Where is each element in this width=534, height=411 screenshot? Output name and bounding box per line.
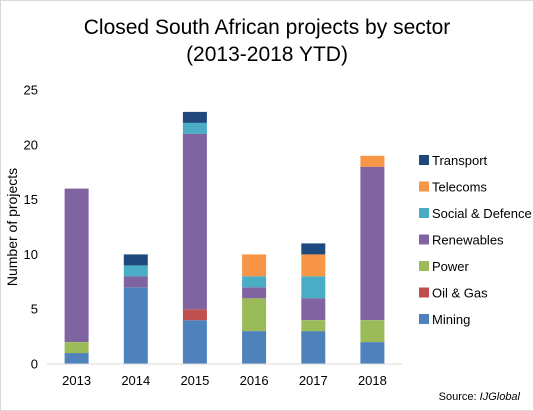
bar-segment — [360, 166, 385, 321]
bar-segment — [123, 276, 148, 288]
bar-segment — [301, 243, 326, 255]
y-tick-label: 0 — [31, 357, 38, 372]
legend-label: Social & Defence — [432, 206, 532, 221]
x-tick-label: 2013 — [62, 373, 91, 388]
bars-group — [64, 111, 385, 364]
bar-segment — [182, 320, 207, 364]
bar-segment — [242, 331, 267, 364]
y-tick-label: 20 — [24, 137, 38, 152]
legend-swatch — [419, 155, 429, 165]
bar-segment — [242, 254, 267, 277]
x-axis: 2013 2014 2015 2016 2017 2018 — [47, 363, 402, 388]
bar-segment — [64, 342, 89, 354]
y-axis: 0 5 10 15 20 25 — [24, 83, 38, 372]
bar-segment — [123, 265, 148, 277]
chart-title: Closed South African projects by sector … — [0, 14, 534, 68]
bar-segment — [64, 353, 89, 364]
source-prefix: Source: — [438, 391, 480, 403]
chart-title-line1: Closed South African projects by sector — [83, 16, 451, 39]
source-note: Source: IJGlobal — [439, 391, 520, 403]
x-tick-label: 2014 — [121, 373, 150, 388]
legend-swatch — [419, 287, 429, 298]
bar-segment — [242, 276, 267, 288]
legend-label: Transport — [432, 153, 488, 168]
bar-segment — [301, 320, 326, 332]
x-tick-label: 2017 — [299, 373, 328, 388]
legend-swatch — [419, 261, 429, 271]
legend-label: Power — [432, 259, 470, 274]
bar-segment — [123, 287, 148, 364]
legend-item: Social & Defence — [419, 206, 532, 221]
bar-segment — [360, 320, 385, 343]
bar-segment — [242, 298, 267, 332]
bar-segment — [182, 309, 207, 321]
bar-segment — [64, 188, 89, 342]
bar-segment — [242, 287, 267, 299]
legend-item: Power — [419, 259, 470, 274]
bar-segment — [301, 254, 326, 277]
bar-segment — [123, 254, 148, 266]
legend: Transport Telecoms Social & Defence Renewab… — [419, 153, 532, 327]
bar-segment — [301, 276, 326, 299]
chart-title-line2: (2013-2018 YTD) — [186, 43, 348, 66]
y-tick-label: 15 — [24, 192, 38, 207]
legend-item: Transport — [419, 153, 488, 168]
bar-segment — [301, 298, 326, 321]
legend-label: Renewables — [432, 233, 504, 248]
legend-swatch — [419, 181, 429, 192]
y-axis-label: Number of projects — [4, 168, 20, 286]
legend-item: Mining — [419, 312, 470, 327]
bar-segment — [360, 342, 385, 364]
y-tick-label: 5 — [31, 302, 38, 317]
legend-item: Oil & Gas — [419, 286, 488, 301]
x-tick-label: 2018 — [358, 373, 387, 388]
legend-swatch — [419, 234, 429, 245]
legend-swatch — [419, 208, 429, 218]
legend-label: Telecoms — [432, 180, 487, 195]
bar-segment — [301, 331, 326, 364]
y-tick-label: 25 — [24, 83, 38, 98]
legend-swatch — [419, 314, 429, 324]
x-tick-label: 2015 — [180, 373, 209, 388]
bar-segment — [182, 122, 207, 134]
source-name: IJGlobal — [479, 391, 520, 403]
legend-item: Renewables — [419, 233, 504, 248]
y-tick-label: 10 — [24, 247, 38, 262]
bar-segment — [182, 111, 207, 123]
bar-segment — [360, 155, 385, 167]
bar-segment — [182, 133, 207, 310]
legend-item: Telecoms — [419, 180, 487, 195]
x-tick-label: 2016 — [240, 373, 269, 388]
legend-label: Mining — [432, 312, 470, 327]
legend-label: Oil & Gas — [432, 286, 488, 301]
